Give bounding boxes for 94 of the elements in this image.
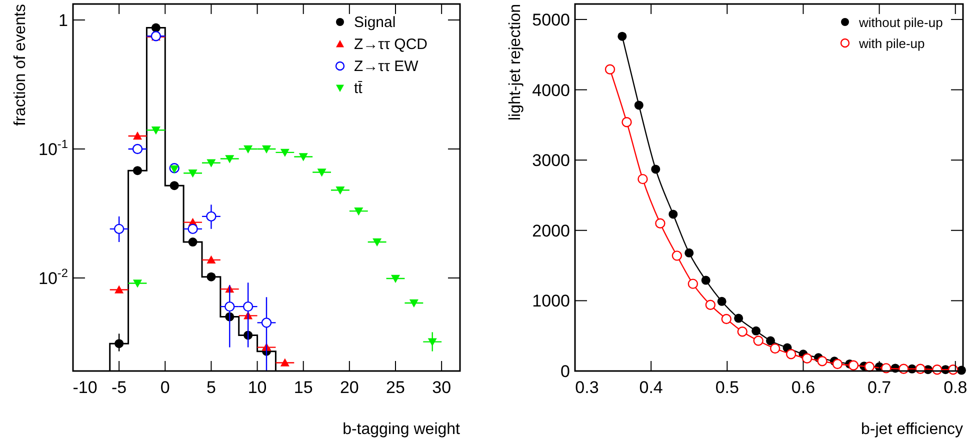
x-tick-label: 25	[386, 378, 405, 397]
point	[133, 166, 142, 176]
point	[242, 301, 254, 312]
legend-label: Z→ττ QCD	[354, 36, 428, 53]
point	[391, 274, 400, 284]
x-tick-label: 0.7	[867, 378, 892, 397]
legend-label: without pile-up	[858, 15, 943, 30]
y-tick-label: 10$^{-2}$	[38, 266, 68, 288]
x-tick-label: -5	[112, 378, 127, 397]
point	[224, 301, 235, 312]
point	[705, 300, 716, 310]
point	[114, 285, 124, 294]
point	[225, 155, 234, 164]
point	[428, 338, 437, 346]
point	[752, 326, 761, 336]
x-tick-label: 15	[294, 378, 313, 397]
point	[206, 211, 216, 222]
x-tick-label: 30	[432, 378, 452, 397]
x-axis-title: b-jet efficiency	[861, 421, 963, 438]
legend-label: Z→ττ EW	[354, 58, 420, 75]
y-tick-label: 2000	[532, 221, 570, 240]
point	[734, 314, 744, 323]
point	[114, 339, 124, 348]
point	[622, 117, 632, 128]
point	[188, 224, 198, 234]
y-axis-title: fraction of events	[12, 4, 29, 126]
point	[701, 276, 710, 285]
y-tick-label: 1000	[532, 292, 570, 311]
y-tick-label: 10$^{-1}$	[38, 136, 68, 159]
point	[618, 32, 627, 41]
x-tick-label: 0.8	[944, 378, 968, 397]
x-tick-label: 0.4	[639, 378, 663, 397]
y-tick-label: 5000	[532, 10, 570, 30]
point	[354, 207, 364, 216]
point	[244, 145, 253, 154]
x-tick-label: 20	[340, 378, 359, 397]
point	[261, 318, 272, 328]
x-axis-title: b-tagging weight	[342, 421, 461, 438]
point	[604, 64, 616, 74]
point	[336, 186, 345, 195]
point	[132, 144, 143, 154]
point	[151, 23, 160, 32]
point	[672, 250, 682, 261]
x-tick-label: -10	[72, 378, 98, 397]
x-tick-label: 0.6	[791, 378, 816, 397]
point	[753, 336, 764, 346]
point	[817, 356, 828, 366]
x-tick-label: 5	[206, 378, 216, 397]
point	[280, 358, 290, 366]
legend-label: with pile-up	[858, 36, 925, 51]
point	[717, 296, 726, 306]
point	[638, 174, 648, 184]
point	[848, 360, 859, 370]
x-tick-label: 0.5	[715, 378, 739, 397]
point	[786, 349, 796, 360]
point	[133, 280, 142, 288]
point	[280, 148, 290, 157]
point	[170, 181, 179, 190]
legend-label: Signal	[354, 14, 396, 31]
point	[802, 353, 812, 364]
point	[133, 132, 142, 140]
y-tick-label: 1	[58, 10, 68, 30]
point	[770, 343, 780, 354]
y-tick-label: 0	[560, 362, 570, 381]
point	[684, 248, 694, 258]
point	[298, 153, 308, 162]
x-tick-label: 0	[160, 378, 170, 397]
point	[651, 164, 660, 174]
point	[766, 336, 776, 346]
y-axis-title: light-jet rejection	[507, 4, 524, 120]
y-tick-label: 4000	[532, 80, 570, 100]
legend-label: tt̄	[354, 80, 364, 97]
x-tick-label: 0.3	[575, 378, 599, 397]
point	[151, 126, 160, 135]
point	[206, 272, 216, 282]
point	[634, 100, 644, 110]
point	[372, 238, 382, 247]
point	[206, 159, 216, 168]
point	[188, 170, 198, 178]
point	[317, 168, 326, 177]
point	[655, 218, 666, 228]
x-tick-label: 10	[248, 378, 267, 397]
y-tick-label: 3000	[532, 151, 570, 170]
point	[188, 238, 198, 247]
point	[864, 362, 875, 372]
point	[262, 145, 271, 154]
point	[206, 255, 216, 264]
point	[668, 210, 678, 219]
point	[114, 224, 124, 234]
point	[409, 299, 418, 308]
point	[737, 326, 748, 337]
point	[721, 314, 732, 324]
point	[832, 358, 843, 370]
point	[688, 278, 698, 289]
